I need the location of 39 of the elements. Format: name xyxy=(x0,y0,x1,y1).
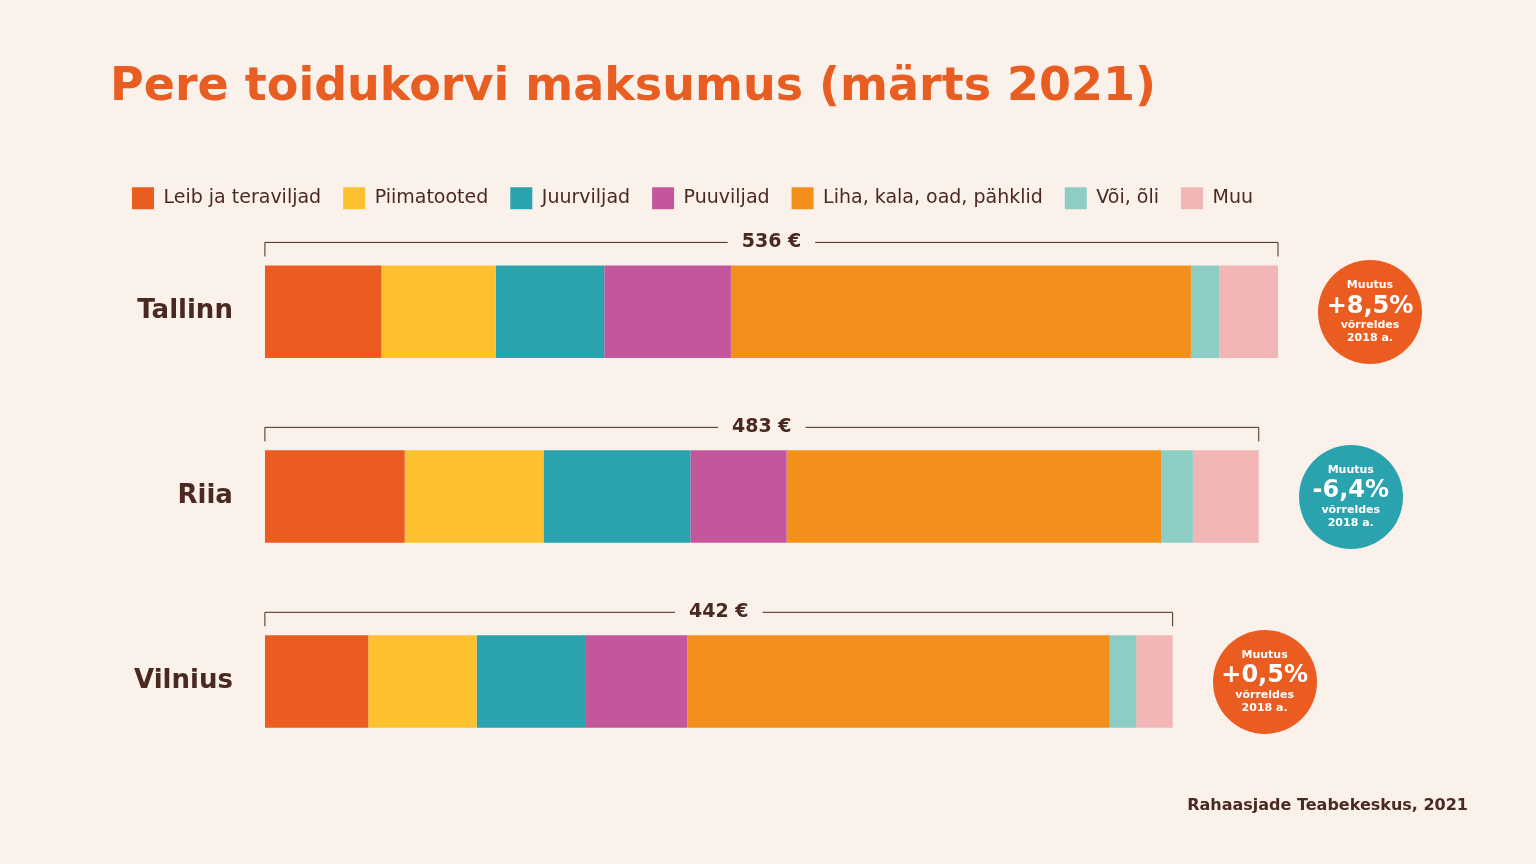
annotation: 536 € xyxy=(741,229,802,252)
bar xyxy=(264,265,382,358)
bar xyxy=(264,450,405,543)
chart-title: Pere toidukorvi maksumus (märts 2021) xyxy=(110,56,1157,111)
legend-label: Piimatooted xyxy=(374,185,489,208)
bar xyxy=(1219,265,1278,358)
legend-label: Puuviljad xyxy=(683,185,770,208)
bar xyxy=(1192,450,1259,543)
bar xyxy=(730,265,1191,358)
y-tick-label: Tallinn xyxy=(137,294,233,325)
legend-label: Liha, kala, oad, pähklid xyxy=(823,185,1043,208)
bar xyxy=(1109,635,1137,728)
annotation: 442 € xyxy=(689,599,749,622)
bar xyxy=(687,635,1110,728)
bar xyxy=(368,635,477,728)
legend-label: Või, õli xyxy=(1096,185,1159,208)
bar xyxy=(786,450,1162,543)
bar xyxy=(476,635,586,728)
annotation: 483 € xyxy=(732,414,792,437)
bar xyxy=(690,450,787,543)
legend-label: Leib ja teraviljad xyxy=(163,185,322,208)
y-tick-label: Riia xyxy=(177,479,233,510)
legend-label: Muu xyxy=(1212,185,1253,208)
text: Muutus +8,5% võrreldes 2018 a. xyxy=(1326,277,1414,345)
bar xyxy=(1136,635,1173,728)
text: Rahaasjade Teabekeskus, 2021 xyxy=(1187,795,1468,814)
bar xyxy=(604,265,731,358)
text: Muutus -6,4% võrreldes 2018 a. xyxy=(1312,462,1390,530)
bar xyxy=(404,450,544,543)
legend-label: Juurviljad xyxy=(540,185,631,208)
annotation: Muutus +0,5% võrreldes 2018 a. xyxy=(1221,647,1308,715)
bar xyxy=(381,265,496,358)
bar xyxy=(1190,265,1220,358)
bar xyxy=(495,265,605,358)
bar xyxy=(264,635,369,728)
bar xyxy=(585,635,688,728)
bar xyxy=(1161,450,1193,543)
bar xyxy=(543,450,691,543)
y-tick-label: Vilnius xyxy=(133,664,233,695)
